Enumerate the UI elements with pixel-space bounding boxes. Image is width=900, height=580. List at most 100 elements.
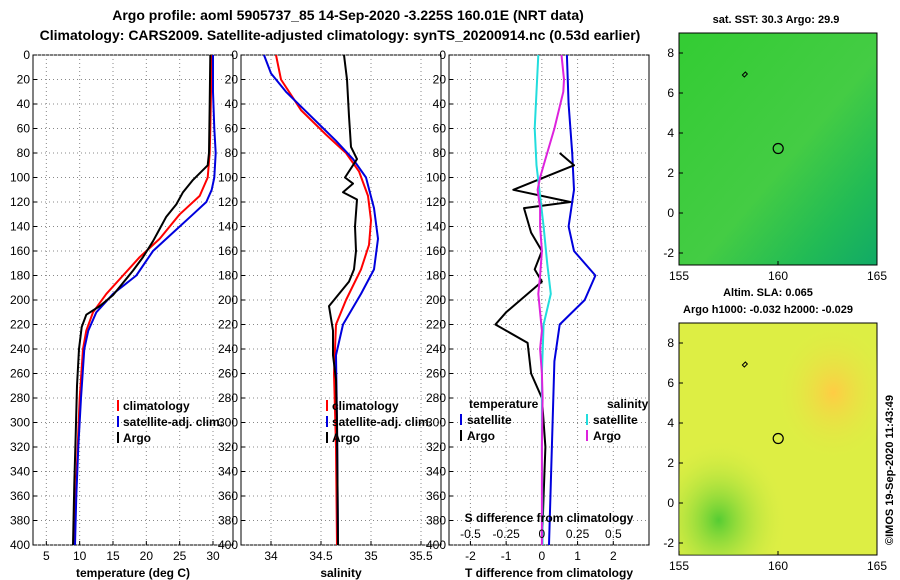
map-y-tick-label: 8 — [667, 336, 674, 350]
salinity-profile-xlabel: salinity — [320, 566, 362, 580]
y-tick-label: 20 — [225, 73, 239, 87]
y-tick-label: 280 — [218, 391, 238, 405]
y-tick-label: 400 — [218, 538, 238, 552]
legend-label: climatology — [332, 399, 399, 413]
series-argo — [328, 54, 358, 546]
sst-map-panel: sat. SST: 30.3 Argo: 29.9 155 160 165 -2 0 2 4… — [663, 14, 887, 283]
map-x-tick-label: 165 — [867, 269, 887, 283]
y-tick-label: 40 — [17, 97, 31, 111]
x-tick-label: 25 — [173, 549, 187, 563]
y-tick-label: 320 — [10, 440, 30, 454]
y-tick-label: 100 — [218, 171, 238, 185]
series-t-satellite — [548, 54, 597, 546]
map-y-tick-label: 0 — [667, 496, 674, 510]
island-outline — [741, 361, 749, 368]
y-tick-label: 300 — [426, 416, 446, 430]
legend-label: climatology — [123, 399, 190, 413]
y-tick-label: 180 — [218, 269, 238, 283]
legend-label: Argo — [332, 431, 360, 445]
sla-map-panel: Altim. SLA: 0.065 Argo h1000: -0.032 h20… — [663, 287, 887, 573]
x-tick-label: 2 — [610, 549, 617, 563]
difference-profile-xlabel: T difference from climatology — [465, 566, 633, 580]
map-x-tick-label: 155 — [669, 269, 689, 283]
y-tick-label: 160 — [218, 244, 238, 258]
temperature-profile-panel: 0 20 40 60 80 100 120 140 160 180 200 220 240 260 280 3… — [10, 48, 234, 580]
sla-map-title: Altim. SLA: 0.065 — [723, 287, 813, 299]
y-tick-label: 320 — [426, 440, 446, 454]
sla-low-anomaly — [679, 323, 877, 555]
x-tick-label: 30 — [206, 549, 220, 563]
y-tick-label: 20 — [17, 73, 31, 87]
difference-profile-panel: 0204060801001201401601802002202402602803… — [426, 48, 650, 580]
y-tick-label: 400 — [10, 538, 30, 552]
y-tick-label: 240 — [426, 342, 446, 356]
y-tick-label: 100 — [10, 171, 30, 185]
y-tick-label: 360 — [426, 489, 446, 503]
y-tick-label: 80 — [225, 146, 239, 160]
map-x-tick-label: 160 — [768, 559, 788, 573]
y-tick-label: 80 — [433, 146, 447, 160]
x-tick-label: 20 — [140, 549, 154, 563]
y-tick-label: 220 — [10, 318, 30, 332]
y-tick-label: 260 — [10, 367, 30, 381]
temperature-profile-xlabel: temperature (deg C) — [76, 566, 190, 580]
s-tick-label: -0.5 — [460, 527, 481, 541]
x-tick-label: -2 — [465, 549, 476, 563]
map-y-tick-label: 6 — [667, 86, 674, 100]
sst-map-title: sat. SST: 30.3 Argo: 29.9 — [713, 14, 840, 26]
y-tick-label: 280 — [10, 391, 30, 405]
y-tick-label: 160 — [426, 244, 446, 258]
map-y-tick-label: 4 — [667, 416, 674, 430]
y-tick-label: 180 — [426, 269, 446, 283]
difference-xlabel-top: S difference from climatology — [465, 511, 634, 525]
sst-map-image — [678, 32, 878, 266]
y-tick-label: 380 — [218, 514, 238, 528]
legend-salinity-title: salinity — [607, 397, 649, 411]
y-tick-label: 120 — [218, 195, 238, 209]
legend-label: Argo — [593, 429, 621, 443]
s-tick-label: -0.25 — [492, 527, 520, 541]
series-s-argo — [536, 54, 565, 545]
y-tick-label: 60 — [17, 122, 31, 136]
s-tick-label: 0.25 — [566, 527, 590, 541]
series-argo — [72, 54, 212, 546]
y-tick-label: 340 — [426, 465, 446, 479]
legend-label: Argo — [467, 429, 495, 443]
x-tick-label: -1 — [501, 549, 512, 563]
y-tick-label: 400 — [426, 538, 446, 552]
x-tick-label: 0 — [539, 549, 546, 563]
title-line-1: Argo profile: aoml 5905737_85 14-Sep-202… — [112, 7, 584, 23]
y-tick-label: 120 — [10, 195, 30, 209]
y-tick-label: 0 — [231, 48, 238, 62]
y-tick-label: 320 — [218, 440, 238, 454]
map-y-tick-label: 0 — [667, 206, 674, 220]
credit-text: ©IMOS 19-Sep-2020 11:43:49 — [884, 395, 896, 545]
s-tick-label: 0.5 — [605, 527, 622, 541]
y-tick-label: 360 — [218, 489, 238, 503]
y-tick-label: 140 — [426, 220, 446, 234]
map-y-tick-label: 8 — [667, 46, 674, 60]
legend-label: satellite — [467, 413, 512, 427]
argo-float-marker — [772, 142, 784, 155]
map-y-tick-label: 4 — [667, 126, 674, 140]
map-y-tick-label: -2 — [663, 246, 674, 260]
map-x-tick-label: 165 — [867, 559, 887, 573]
legend-label: satellite-adj. clim. — [332, 415, 432, 429]
x-tick-label: 34 — [264, 549, 278, 563]
y-tick-label: 80 — [17, 146, 31, 160]
legend-label: satellite — [593, 413, 638, 427]
x-tick-label: 1 — [574, 549, 581, 563]
x-tick-label: 34.5 — [309, 549, 333, 563]
y-tick-label: 300 — [218, 416, 238, 430]
y-tick-label: 380 — [426, 514, 446, 528]
y-tick-label: 300 — [10, 416, 30, 430]
y-tick-label: 60 — [433, 122, 447, 136]
y-tick-label: 140 — [10, 220, 30, 234]
s-tick-label: 0 — [539, 527, 546, 541]
y-tick-label: 120 — [426, 195, 446, 209]
y-tick-label: 200 — [10, 293, 30, 307]
series-climatology — [275, 54, 372, 546]
map-y-tick-label: 6 — [667, 376, 674, 390]
y-tick-label: 220 — [218, 318, 238, 332]
